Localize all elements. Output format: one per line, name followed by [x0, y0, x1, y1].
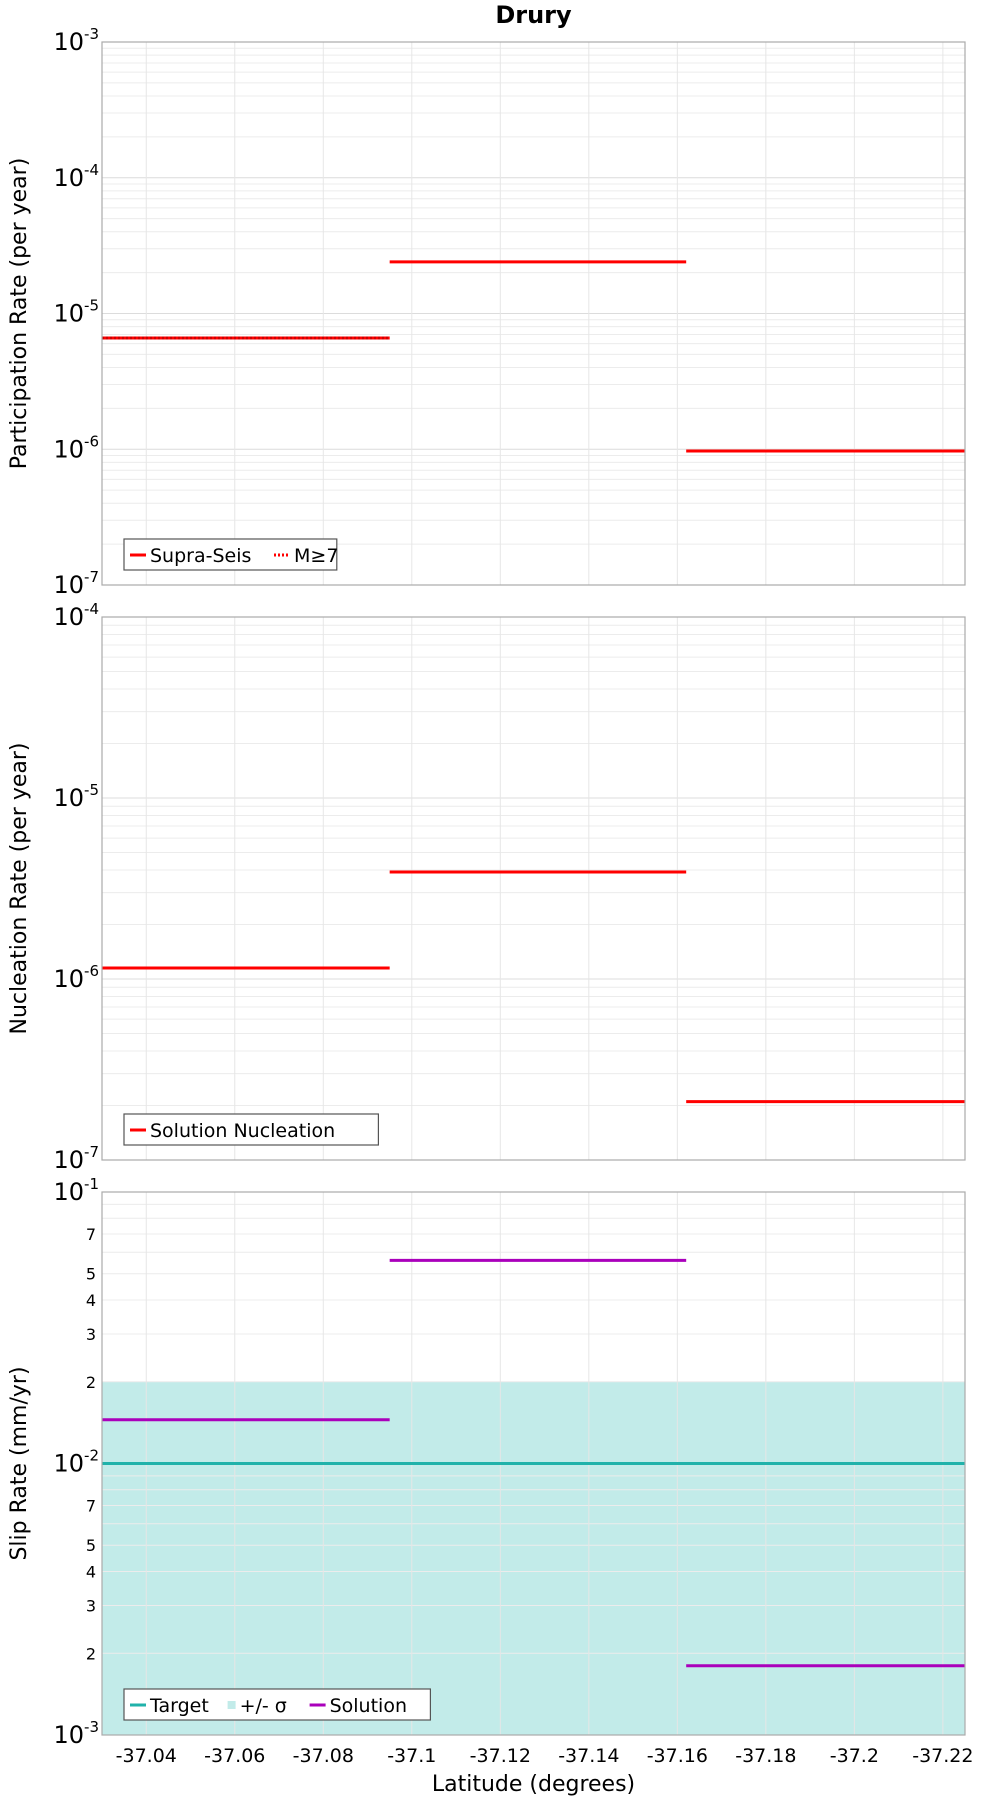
chart-panel-1: 10-7 10-6 10-5 10-4 10-3 Drury Participation R…: [7, 1, 966, 599]
y-minor-tick-label: 5: [86, 1265, 96, 1284]
y-minor-tick-label: 3: [86, 1325, 96, 1344]
y-tick-label: 10-3: [53, 1718, 99, 1749]
x-tick-label: -37.08: [293, 1745, 354, 1767]
legend-box: [123, 1688, 431, 1721]
y-tick-label: 10-5: [53, 781, 99, 812]
y-tick-label: 10-1: [53, 1175, 99, 1206]
legend-box: [123, 538, 338, 571]
plot-frame: [101, 41, 966, 586]
y-minor-tick-label: 5: [86, 1536, 96, 1555]
chart-title: Drury: [495, 1, 572, 29]
x-tick-label: -37.2: [830, 1745, 879, 1767]
y-tick-label: 10-5: [53, 297, 99, 328]
plot-frame: [101, 1191, 966, 1736]
y-tick-label: 10-7: [53, 568, 99, 599]
y-tick-label: 10-6: [53, 432, 99, 463]
y-tick-label: 10-3: [53, 25, 99, 56]
y-tick-label: 10-4: [53, 161, 99, 192]
legend: Target +/- σ Solution: [123, 1688, 431, 1721]
legend-label-2: M≥7: [294, 545, 338, 567]
x-tick-label: -37.06: [204, 1745, 265, 1767]
x-axis-label: Latitude (degrees): [432, 1772, 635, 1797]
y-axis-label: Participation Rate (per year): [7, 158, 32, 470]
y-minor-tick-label: 3: [86, 1596, 96, 1615]
chart-panel-3: 10-3 10-2 10-1 2 3 4 5 7 2 3 4 5 7 -37.04 -37.06 -37.08…: [7, 1175, 973, 1797]
legend: Solution Nucleation: [123, 1113, 379, 1146]
legend-swatch-2: [227, 1701, 236, 1709]
y-tick-label: 10-6: [53, 962, 99, 993]
y-minor-tick-label: 4: [86, 1291, 96, 1310]
y-minor-tick-label: 2: [86, 1373, 96, 1392]
y-minor-tick-label: 7: [86, 1225, 96, 1244]
sigma-band: [102, 1381, 965, 1735]
x-tick-label: -37.12: [470, 1745, 531, 1767]
legend-label-3: Solution: [330, 1695, 407, 1717]
y-minor-tick-label: 2: [86, 1644, 96, 1663]
y-axis-label: Nucleation Rate (per year): [7, 743, 32, 1035]
x-tick-label: -37.16: [647, 1745, 708, 1767]
legend: Supra-Seis M≥7: [123, 538, 338, 571]
x-tick-label: -37.18: [735, 1745, 796, 1767]
x-tick-label: -37.04: [116, 1745, 177, 1767]
plot-frame: [101, 616, 966, 1161]
y-tick-label: 10-7: [53, 1143, 99, 1174]
y-tick-label: 10-2: [53, 1447, 99, 1478]
chart-panel-2: 10-7 10-6 10-5 10-4 Nucleation Rate (per yea…: [7, 600, 966, 1174]
legend-label-2: +/- σ: [240, 1695, 287, 1717]
x-tick-label: -37.22: [912, 1745, 973, 1767]
legend-label-1: Solution Nucleation: [150, 1120, 335, 1142]
y-axis-label: Slip Rate (mm/yr): [7, 1366, 32, 1560]
legend-label-1: Target: [149, 1695, 209, 1717]
legend-label-1: Supra-Seis: [150, 545, 251, 567]
plot-area: [102, 617, 965, 1160]
y-minor-tick-label: 7: [86, 1497, 96, 1516]
legend-box: [123, 1113, 379, 1146]
y-tick-label: 10-4: [53, 600, 99, 631]
y-minor-tick-label: 4: [86, 1563, 96, 1582]
x-tick-label: -37.14: [558, 1745, 619, 1767]
x-tick-label: -37.1: [387, 1745, 436, 1767]
